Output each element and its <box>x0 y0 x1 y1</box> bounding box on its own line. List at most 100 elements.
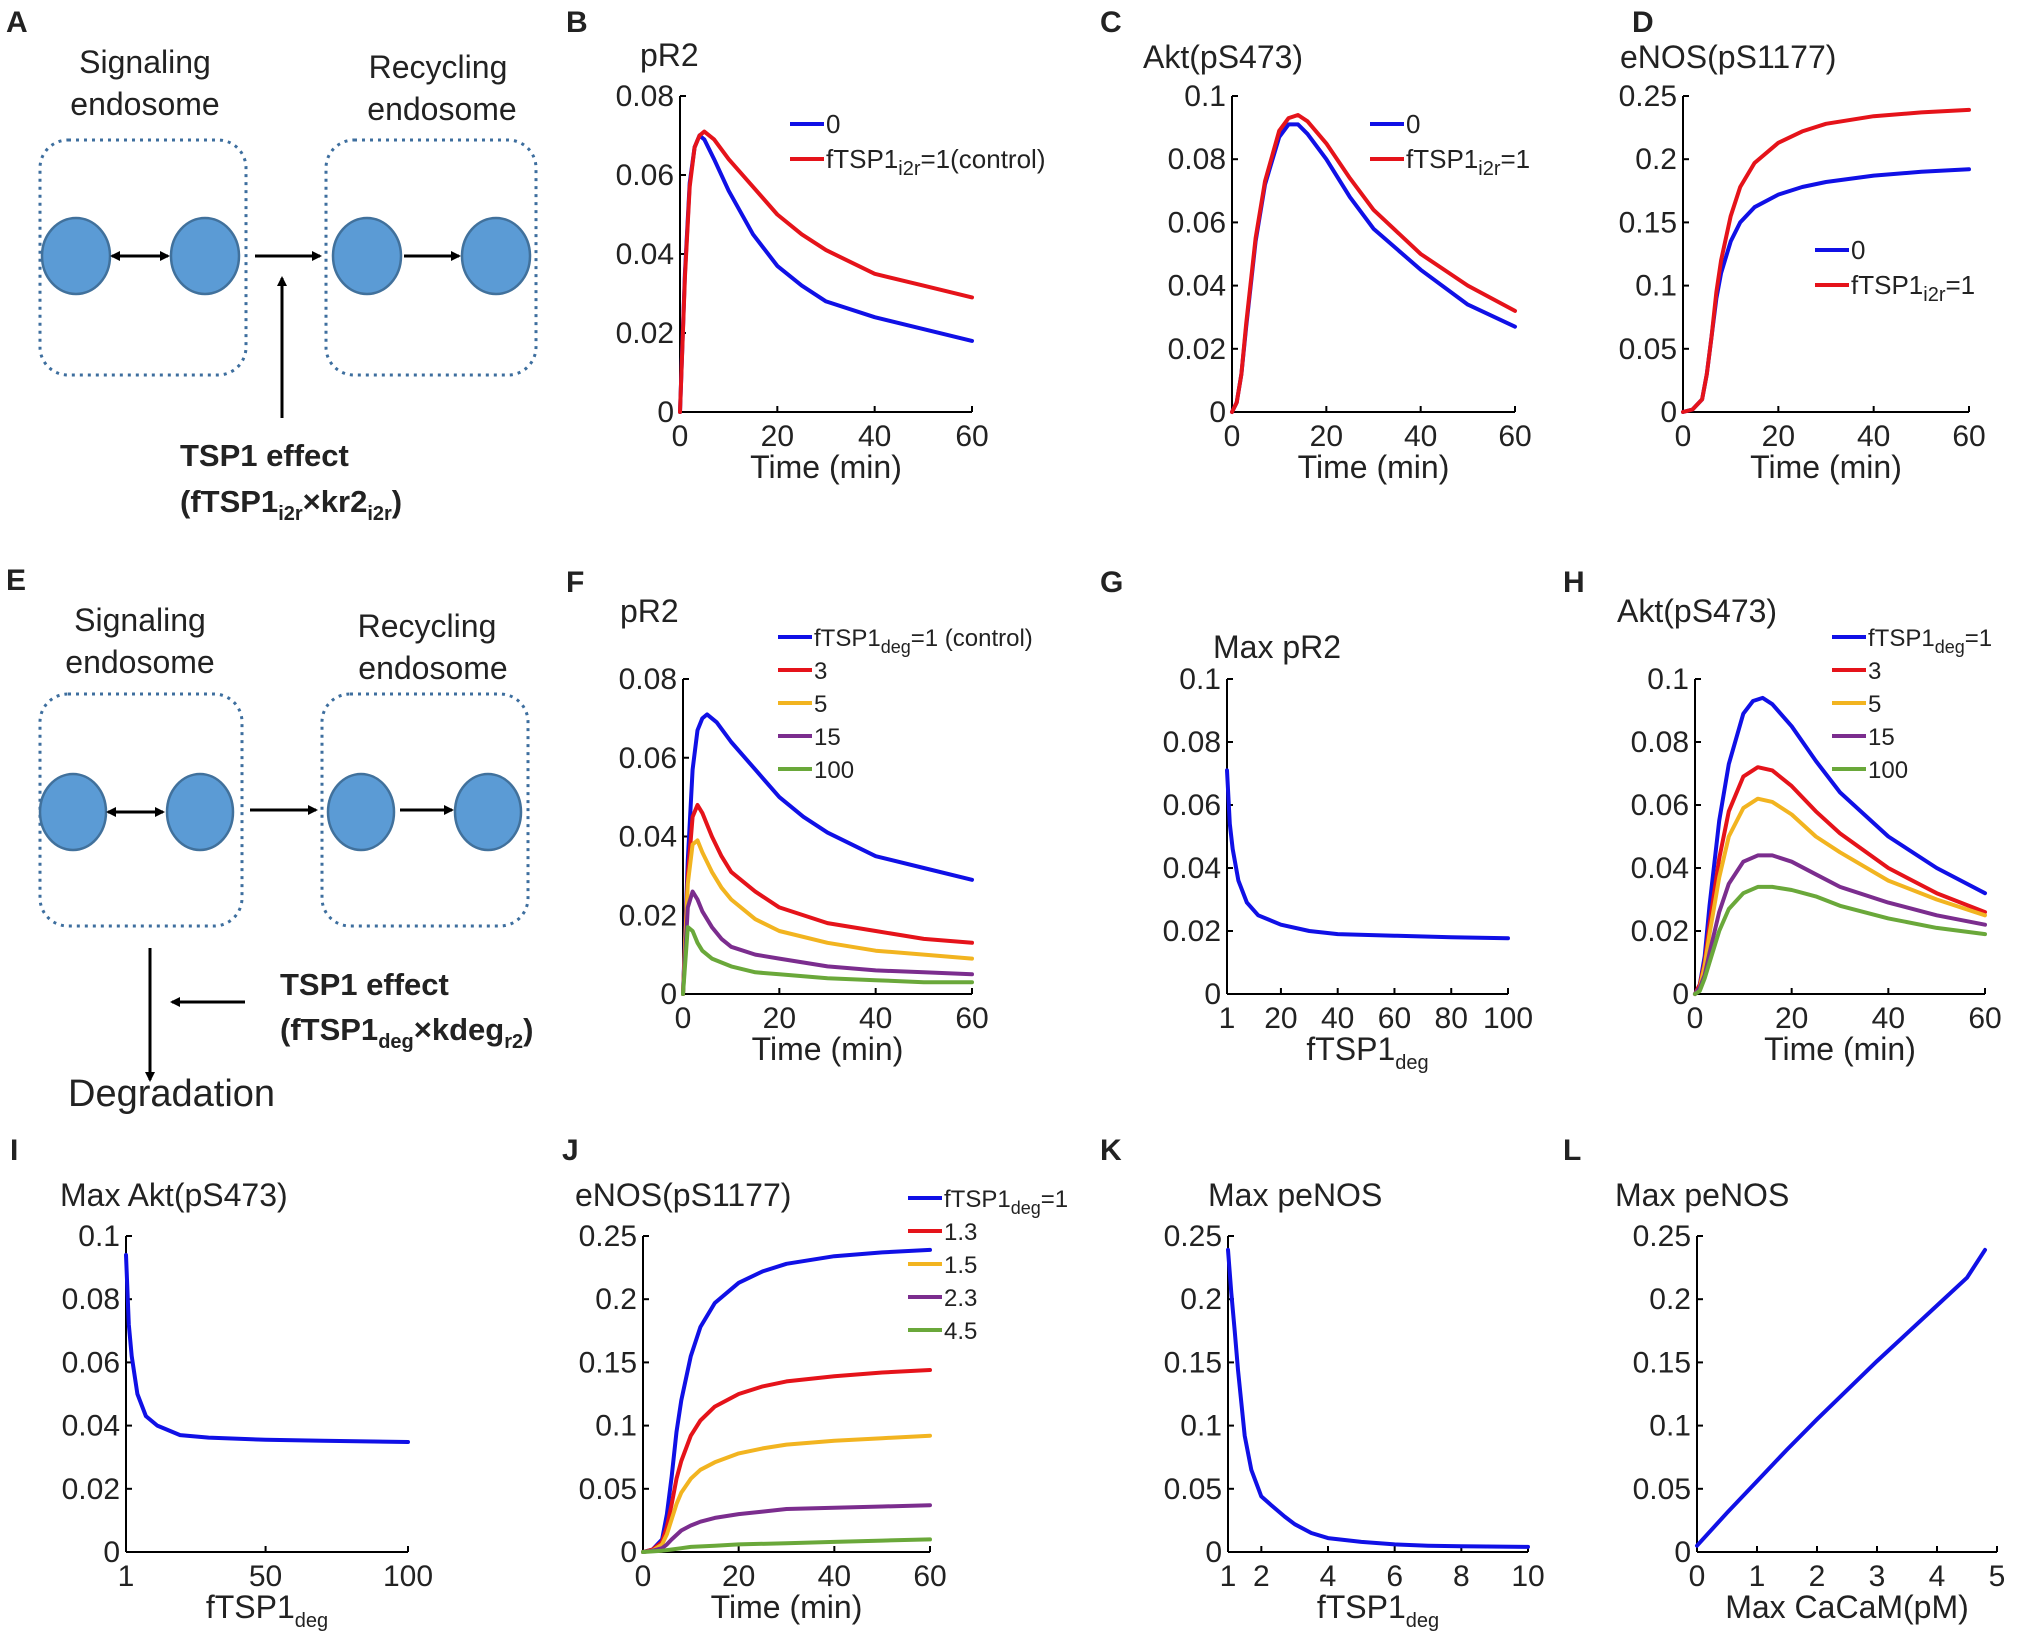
y-tick-label: 0.08 <box>1168 143 1226 176</box>
series-line-3 <box>641 1433 932 1554</box>
panel-label-g: G <box>1100 566 1123 599</box>
x-tick-label: 1 <box>1749 1560 1766 1593</box>
y-tick-label: 0.08 <box>619 663 677 696</box>
y-tick-label: 0.15 <box>1633 1346 1691 1379</box>
y-tick-label: 0.04 <box>62 1410 120 1443</box>
x-axis-label: fTSP1deg <box>1317 1589 1439 1632</box>
x-tick-label: 0 <box>1689 1560 1706 1593</box>
series-line-5 <box>1693 884 1987 996</box>
receptor-cell-2 <box>169 216 241 296</box>
panel-label-e: E <box>6 564 26 597</box>
x-tick-label: 0 <box>1687 1002 1704 1035</box>
y-tick-label: 0.02 <box>619 899 677 932</box>
y-tick-label: 0.15 <box>1619 206 1677 239</box>
x-tick-label: 1 <box>118 1560 135 1593</box>
x-axis-label: Time (min) <box>711 1589 863 1625</box>
signaling-endosome-label-line1: Signaling <box>74 602 206 638</box>
series-line-3 <box>681 838 974 996</box>
x-tick-label: 40 <box>1857 420 1890 453</box>
legend-entry: 0 <box>826 109 840 139</box>
y-tick-label: 0.08 <box>1163 726 1221 759</box>
y-tick-label: 0 <box>1209 396 1226 429</box>
legend-entry: 0 <box>1851 235 1865 265</box>
series-line-4 <box>641 1503 932 1554</box>
recycling-endosome-label-line1: Recycling <box>358 608 497 644</box>
y-tick-label: 0.04 <box>616 238 674 271</box>
x-tick-label: 60 <box>913 1560 946 1593</box>
y-tick-label: 0.08 <box>1631 726 1689 759</box>
y-tick-label: 0.05 <box>1619 333 1677 366</box>
y-tick-label: 0.15 <box>1164 1346 1222 1379</box>
x-tick-label: 0 <box>1675 420 1692 453</box>
y-tick-label: 0.02 <box>616 317 674 350</box>
legend-entry: 3 <box>1868 658 1881 685</box>
panel-label-a: A <box>6 6 28 39</box>
y-tick-label: 0 <box>1672 978 1689 1011</box>
legend: fTSP1deg=11.3 1.5 2.3 4.5 <box>908 1186 1068 1345</box>
y-tick-label: 0.08 <box>616 80 674 113</box>
chart-title: Max peNOS <box>1208 1177 1382 1213</box>
chart-title: Akt(pS473) <box>1143 39 1303 75</box>
legend-entry: 1.5 <box>944 1252 977 1279</box>
x-tick-label: 40 <box>1872 1002 1905 1035</box>
x-tick-label: 6 <box>1386 1560 1403 1593</box>
chart-title: eNOS(pS1177) <box>575 1177 791 1213</box>
signaling-endosome-label-line2: endosome <box>65 644 214 680</box>
series-line-5 <box>681 925 974 996</box>
x-tick-label: 0 <box>672 420 689 453</box>
x-tick-label: 20 <box>763 1002 796 1035</box>
y-tick-label: 0 <box>657 396 674 429</box>
legend-entry: 100 <box>1868 757 1908 784</box>
y-tick-label: 0.05 <box>579 1473 637 1506</box>
y-tick-label: 0.2 <box>1649 1283 1691 1316</box>
y-tick-label: 0.1 <box>78 1220 120 1253</box>
receptor-cell-4 <box>460 216 532 296</box>
series-line-1 <box>1226 1247 1530 1549</box>
chart-k: K Max peNOS 0 0.05 0.1 0.15 0.2 0.25 1 2 4 6 8 10 fTSP… <box>1100 1134 1545 1632</box>
panel-label-h: H <box>1563 566 1585 599</box>
series-line-2 <box>641 1368 932 1554</box>
x-axis-label: fTSP1deg <box>1306 1031 1428 1074</box>
chart-title: Akt(pS473) <box>1617 593 1777 629</box>
legend-entry: 4.5 <box>944 1318 977 1345</box>
y-tick-label: 0.05 <box>1633 1473 1691 1506</box>
y-tick-label: 0.15 <box>579 1346 637 1379</box>
x-tick-label: 60 <box>1952 420 1985 453</box>
legend-entry: 100 <box>814 757 854 784</box>
receptor-cell-4 <box>453 772 523 852</box>
y-tick-label: 0.04 <box>1168 270 1226 303</box>
series-line-3 <box>1693 796 1987 996</box>
x-tick-label: 40 <box>818 1560 851 1593</box>
y-tick-label: 0.06 <box>619 742 677 775</box>
x-tick-label: 5 <box>1989 1560 2006 1593</box>
panel-label-b: B <box>566 6 588 39</box>
series-line-2 <box>1681 107 1971 414</box>
y-tick-label: 0 <box>1205 1536 1222 1569</box>
y-tick-label: 0.1 <box>1184 80 1226 113</box>
receptor-cell-2 <box>165 772 235 852</box>
y-tick-label: 0.25 <box>1633 1220 1691 1253</box>
x-tick-label: 40 <box>1321 1002 1354 1035</box>
signaling-endosome-box <box>38 692 244 928</box>
x-tick-label: 40 <box>1404 420 1437 453</box>
receptor-cell-1 <box>40 216 112 296</box>
y-tick-label: 0 <box>620 1536 637 1569</box>
x-tick-label: 4 <box>1320 1560 1337 1593</box>
legend-entry: 5 <box>814 691 827 718</box>
series-line-1 <box>641 1247 932 1554</box>
x-axis-label: Time (min) <box>1750 449 1902 485</box>
x-tick-label: 1 <box>1220 1560 1237 1593</box>
legend-entry: 15 <box>1868 724 1895 751</box>
y-tick-label: 0.02 <box>1163 915 1221 948</box>
y-tick-label: 0.02 <box>1168 333 1226 366</box>
x-axis-label: Time (min) <box>752 1031 904 1067</box>
y-tick-label: 0.06 <box>62 1346 120 1379</box>
x-tick-label: 20 <box>761 420 794 453</box>
x-tick-label: 20 <box>1264 1002 1297 1035</box>
series-line-2 <box>1693 765 1987 996</box>
y-tick-label: 0 <box>660 978 677 1011</box>
